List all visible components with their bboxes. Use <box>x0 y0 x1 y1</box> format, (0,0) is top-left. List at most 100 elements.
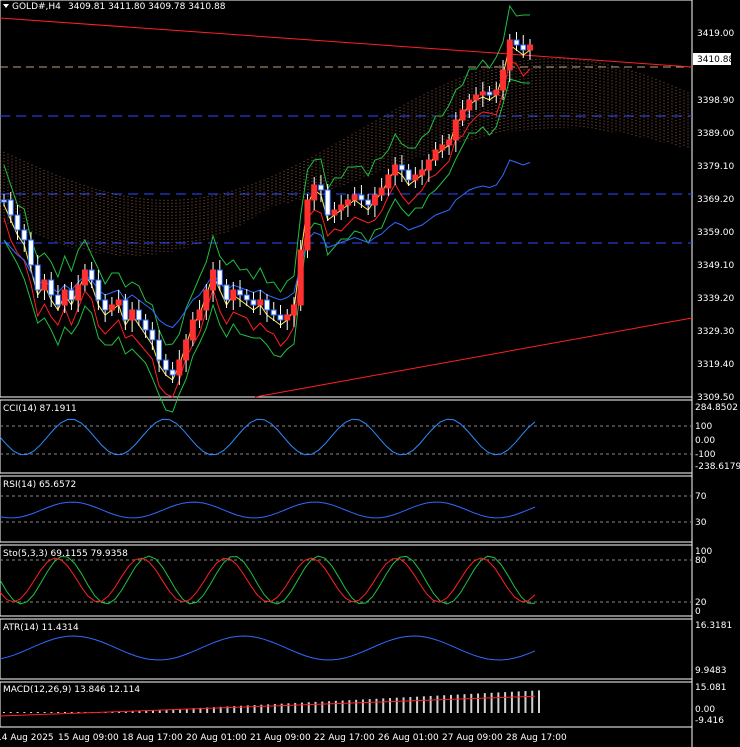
candle-body <box>331 209 338 216</box>
candle-body <box>169 369 176 376</box>
candle-body <box>1 199 7 203</box>
candle-body <box>378 187 385 196</box>
cci-max: 284.8502 <box>695 403 738 413</box>
sto-label: Sto(5,3,3) 69.1155 79.9358 <box>3 549 128 559</box>
sto-0: 0 <box>695 607 701 617</box>
candle-body <box>149 329 156 341</box>
candle-body <box>338 204 345 211</box>
macd-signal-line <box>0 695 536 717</box>
symbol-menu-icon[interactable] <box>3 4 9 8</box>
candle-body <box>520 44 527 51</box>
macd-bar <box>307 702 310 713</box>
candle-body <box>88 269 95 281</box>
candle-body <box>48 279 55 296</box>
macd-bar <box>165 709 168 713</box>
candle-body <box>21 229 28 241</box>
atr-label: ATR(14) 11.4314 <box>3 623 79 633</box>
candle-body <box>500 69 507 91</box>
macd-bar <box>145 710 148 713</box>
candle-body <box>41 279 48 291</box>
candle-body <box>419 169 426 176</box>
macd-bar <box>16 712 19 713</box>
price-axis-labels: 3419.00 3398.90 3389.00 3379.10 3369.20 3359.… <box>697 29 734 403</box>
macd-bar <box>395 697 398 713</box>
candle-body <box>277 314 284 321</box>
macd-bar <box>151 710 154 713</box>
macd-bar <box>422 696 425 713</box>
resistance-trendline[interactable] <box>0 17 693 68</box>
candle-body <box>135 309 142 321</box>
macd-bar <box>199 707 202 713</box>
candle-body <box>317 184 324 191</box>
price-tick-label: 3329.30 <box>697 327 734 337</box>
macd-frame <box>0 681 693 728</box>
candle-body <box>61 289 68 306</box>
candle-body <box>7 199 14 216</box>
macd-bar <box>111 712 114 713</box>
macd-bar <box>538 690 540 713</box>
candle-body <box>264 299 270 311</box>
macd-bar <box>402 697 405 713</box>
macd-bar <box>158 709 161 713</box>
macd-zero: 0.00 <box>695 705 715 715</box>
candle-body <box>14 214 21 231</box>
macd-bar <box>23 712 26 713</box>
time-tick-label: 26 Aug 01:00 <box>378 733 439 743</box>
macd-bar <box>314 701 317 713</box>
time-tick-label: 14 Aug 2025 <box>0 733 54 743</box>
price-tick-label: 3398.90 <box>697 96 734 106</box>
rsi-70: 70 <box>695 492 707 502</box>
current-price-box <box>693 53 731 65</box>
candle-body <box>102 299 109 311</box>
candle-body <box>486 91 493 96</box>
macd-bar <box>36 712 39 713</box>
price-tick-label: 3419.00 <box>697 29 734 39</box>
macd-bar <box>389 698 392 713</box>
macd-label: MACD(12,26,9) 13.846 12.114 <box>3 685 140 695</box>
macd-bar <box>355 699 358 713</box>
candle-body <box>425 159 432 171</box>
macd-bar <box>470 693 473 713</box>
candle-body <box>237 289 244 296</box>
candle-body <box>115 299 122 306</box>
macd-bar <box>192 708 195 713</box>
candle-body <box>54 294 61 306</box>
price-tick-label: 3319.40 <box>697 360 734 370</box>
candle-body <box>290 304 297 316</box>
macd-bar <box>273 704 276 713</box>
macd-bar <box>294 702 297 713</box>
macd-bar <box>138 711 141 713</box>
candle-body <box>506 39 513 71</box>
candlesticks <box>1 32 533 385</box>
cci-label: CCI(14) 87.1911 <box>3 404 77 414</box>
candle-body <box>385 174 392 189</box>
macd-bar <box>77 712 80 713</box>
support-trendline[interactable] <box>254 317 693 398</box>
atr-frame <box>0 618 693 680</box>
macd-bar <box>477 693 480 713</box>
macd-histogram <box>3 690 540 713</box>
macd-bar <box>280 703 283 713</box>
candle-body <box>527 44 533 51</box>
macd-bar <box>300 702 303 713</box>
macd-bar <box>490 692 493 713</box>
candle-body <box>365 199 372 206</box>
candle-body <box>452 119 459 141</box>
macd-bar <box>361 699 364 713</box>
macd-bar <box>510 691 513 713</box>
macd-bar <box>233 706 236 713</box>
candle-body <box>439 144 446 151</box>
price-tick-label: 3339.20 <box>697 294 734 304</box>
macd-bar <box>9 712 12 713</box>
bollinger-upper <box>3 4 530 346</box>
macd-bar <box>348 700 351 713</box>
cci-100: 100 <box>695 422 712 432</box>
time-tick-label: 15 Aug 09:00 <box>58 733 119 743</box>
macd-bar <box>131 711 134 713</box>
candle-body <box>243 294 250 301</box>
candle-body <box>358 194 365 201</box>
atr-line <box>0 635 536 661</box>
cci-min: -238.6179 <box>695 462 740 472</box>
time-tick-label: 27 Aug 09:00 <box>442 733 503 743</box>
